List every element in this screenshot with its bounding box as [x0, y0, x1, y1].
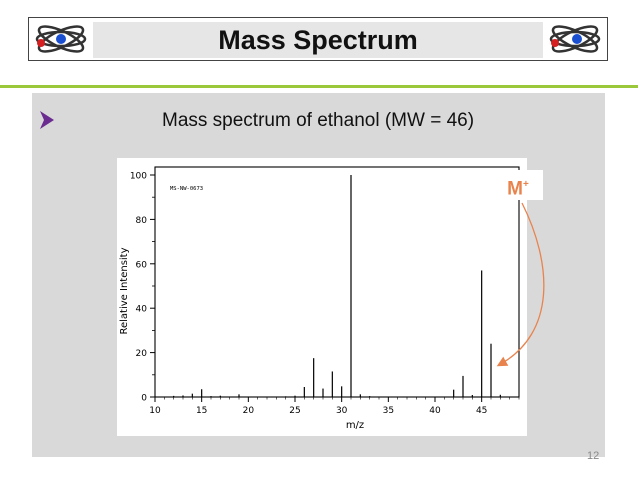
- molecular-ion-label: M+: [493, 170, 543, 200]
- x-tick-label: 40: [429, 406, 441, 416]
- slide-content: Mass spectrum of ethanol (MW = 46) 0 20 40…: [32, 93, 605, 462]
- chart-bars: [173, 175, 501, 397]
- mass-spectrum-chart: 0 20 40 60 80 100 10 15 20 25 30 35 40 45 MS-NW-0673 m/…: [117, 158, 527, 436]
- y-axis-label: Relative Intensity: [119, 247, 130, 334]
- atom-icon: [35, 25, 87, 53]
- atom-icon: [549, 25, 601, 53]
- x-tick-label: 10: [149, 406, 161, 416]
- y-tick-label: 80: [136, 216, 148, 226]
- x-tick-label: 35: [383, 406, 394, 416]
- chart-axes: [150, 166, 520, 402]
- molecular-ion-charge: +: [522, 179, 529, 190]
- chart-svg: 0 20 40 60 80 100 10 15 20 25 30 35 40 45 MS-NW-0673 m/…: [119, 166, 520, 432]
- x-tick-label: 30: [336, 406, 348, 416]
- molecular-ion-symbol: M: [507, 178, 523, 200]
- chart-labels: 0 20 40 60 80 100 10 15 20 25 30 35 40 45 MS-NW-0673 m/…: [119, 172, 487, 432]
- plot-frame: [154, 166, 520, 398]
- slide-subtitle: Mass spectrum of ethanol (MW = 46): [162, 110, 475, 131]
- x-tick-label: 45: [476, 406, 487, 416]
- spectrum-code: MS-NW-0673: [170, 186, 203, 192]
- slide-header: Mass Spectrum: [28, 17, 608, 61]
- x-tick-label: 25: [289, 406, 300, 416]
- arrowhead-bullet-icon: [40, 111, 54, 129]
- x-axis-label: m/z: [346, 420, 364, 431]
- slide-title: Mass Spectrum: [93, 22, 543, 58]
- y-tick-label: 60: [136, 260, 148, 270]
- y-tick-label: 40: [136, 305, 148, 315]
- page-number: 12: [587, 450, 600, 462]
- y-tick-label: 100: [130, 172, 147, 182]
- header-rule: [0, 85, 638, 88]
- molecular-ion-arrow: [496, 202, 545, 367]
- x-tick-label: 20: [243, 406, 255, 416]
- x-tick-label: 15: [196, 406, 207, 416]
- y-tick-label: 20: [136, 349, 148, 359]
- y-tick-label: 0: [141, 394, 147, 404]
